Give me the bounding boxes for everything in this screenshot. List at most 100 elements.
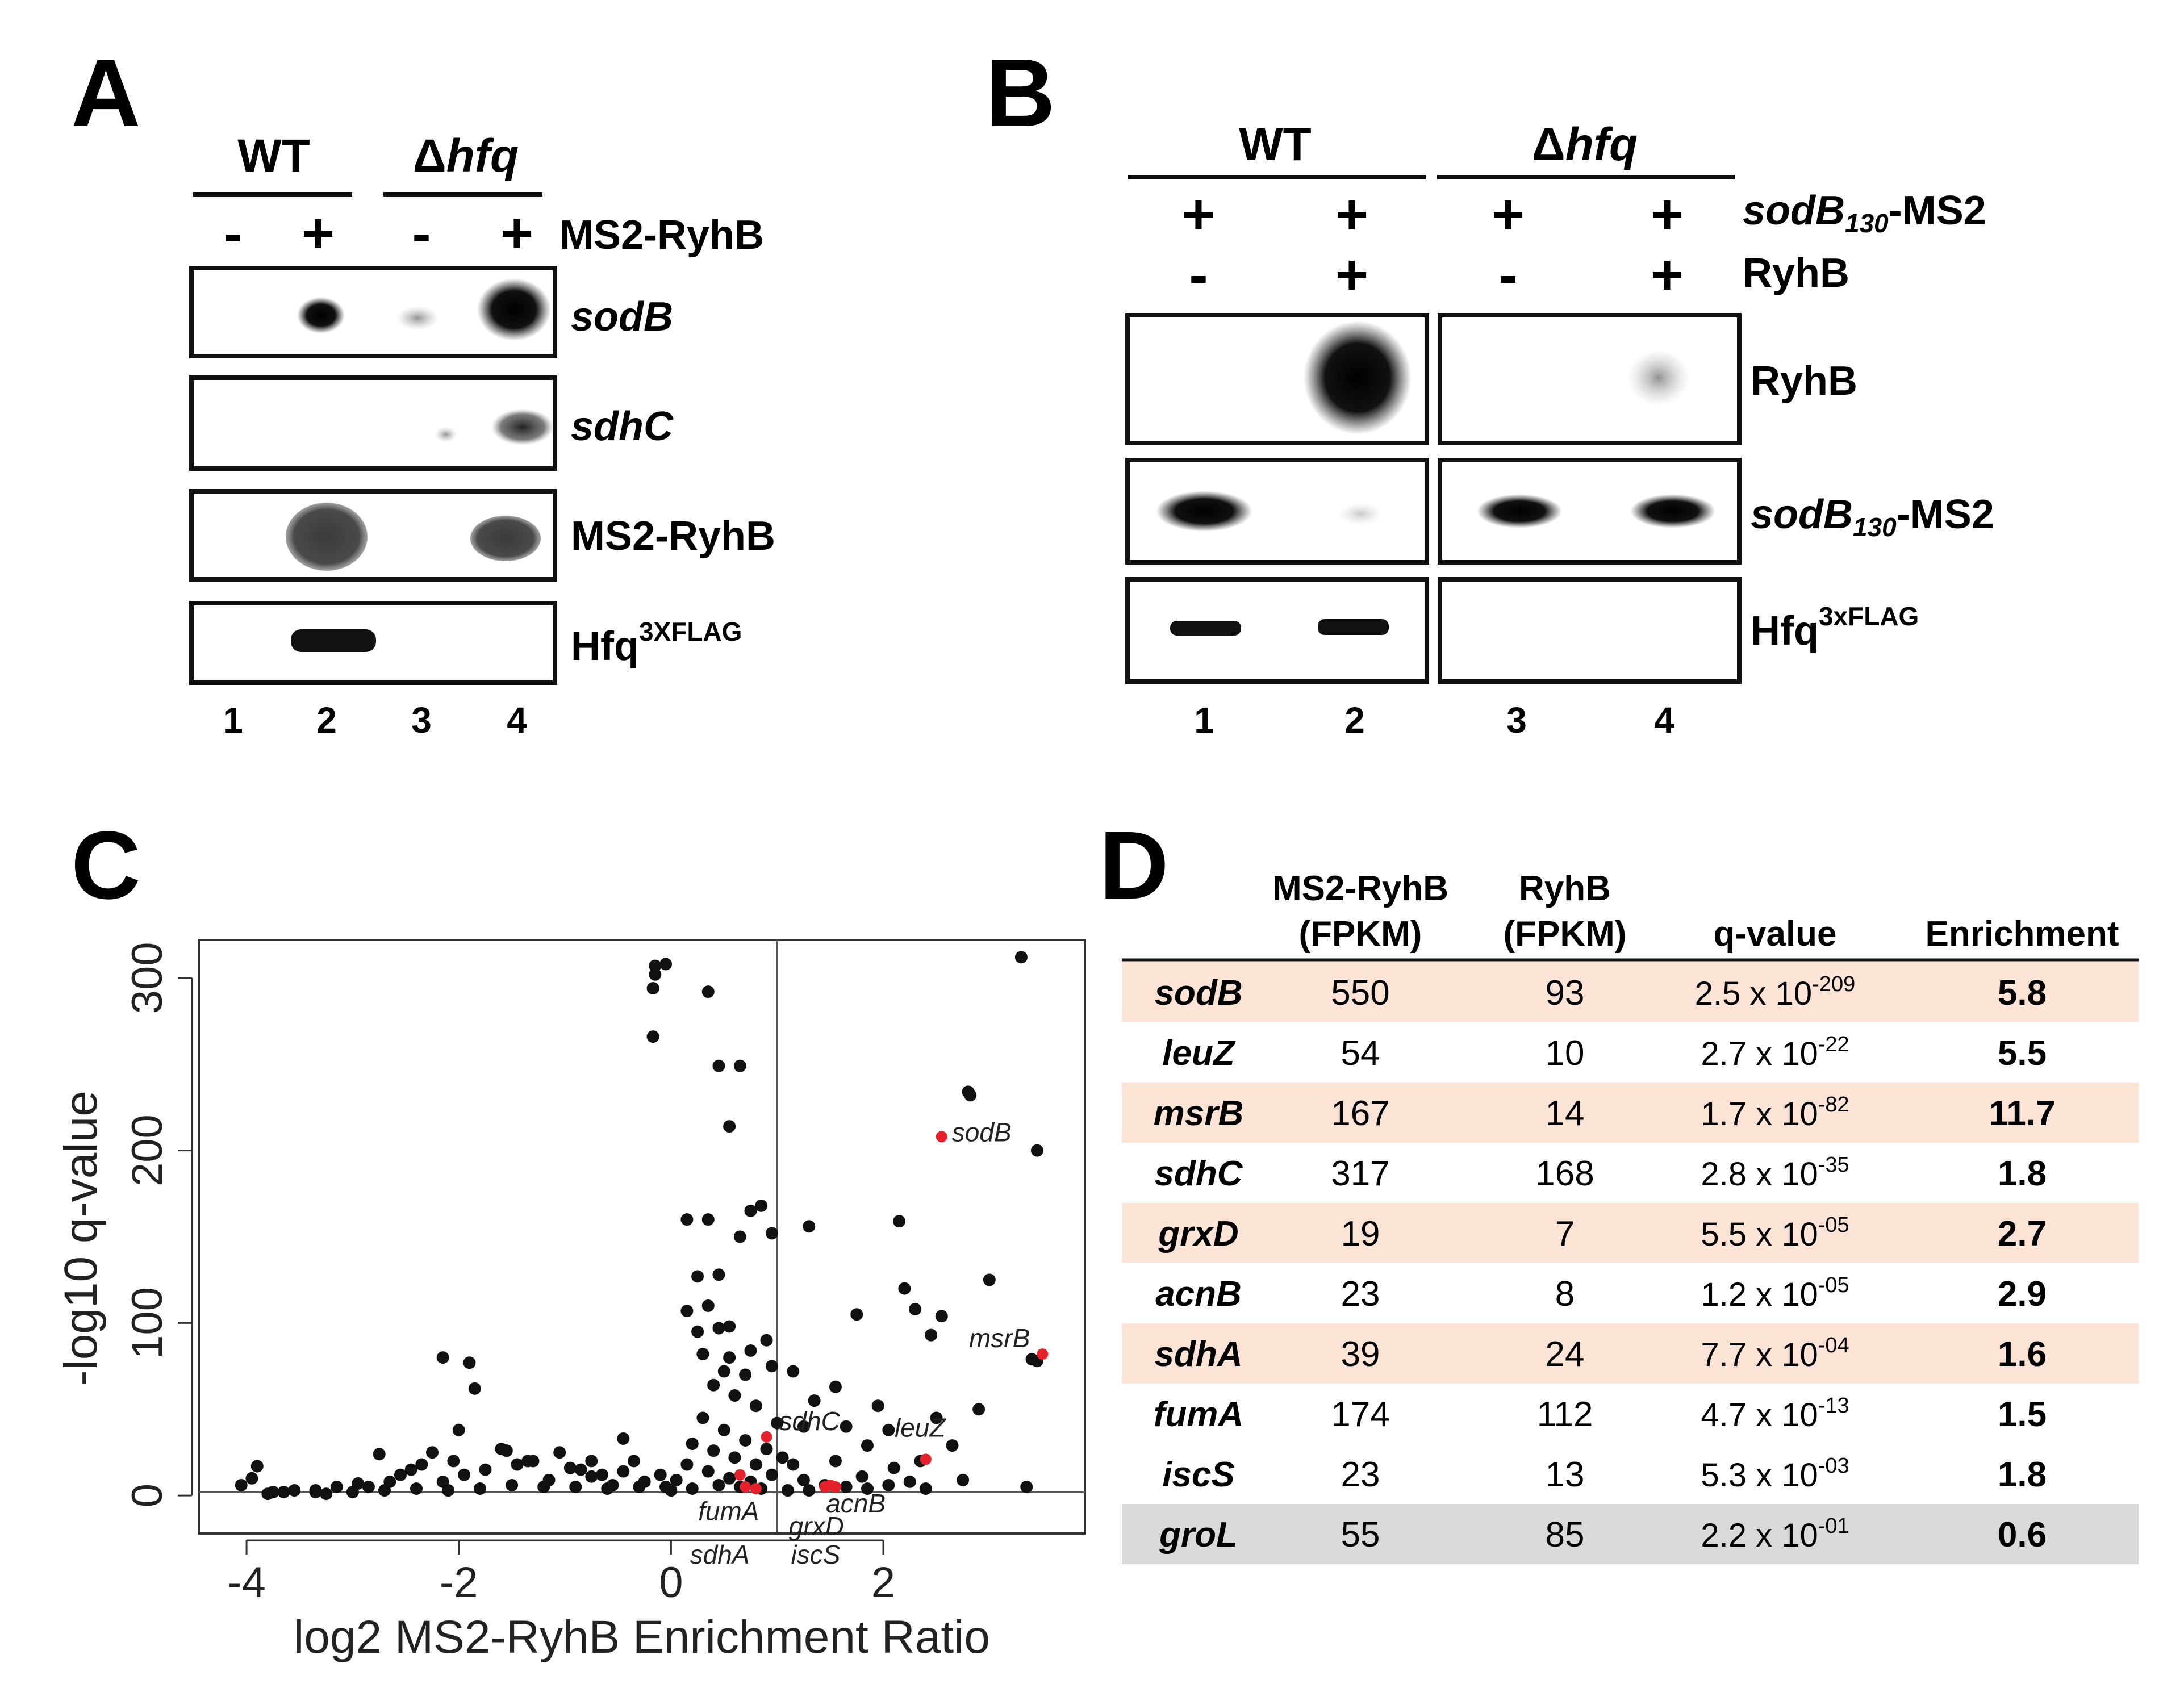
panel-a-blot-label-ms2ryhb: MS2-RyhB <box>571 513 775 559</box>
row-background <box>1122 1444 2139 1504</box>
row-background <box>1122 1263 2139 1323</box>
q-value-cell: 2.8 x 10-35 <box>1701 1153 1849 1193</box>
gene-cell: sdhC <box>1155 1154 1243 1193</box>
data-point <box>717 1423 730 1436</box>
panel-b-lane-numbers: 1 2 3 4 <box>1194 700 1674 741</box>
data-point <box>235 1478 248 1491</box>
q-value-cell: 2.2 x 10-01 <box>1701 1514 1849 1554</box>
panel-a-blot-label-sodb: sodB <box>571 294 673 340</box>
data-point <box>733 1059 746 1072</box>
data-point <box>309 1486 322 1499</box>
ms2-fpkm-cell: 317 <box>1331 1154 1389 1193</box>
panel-a-group-wt: WT <box>237 130 310 182</box>
data-point <box>964 1089 977 1102</box>
target-point <box>1037 1348 1049 1360</box>
data-point <box>882 1478 895 1491</box>
ryhb-fpkm-cell: 10 <box>1546 1034 1585 1073</box>
sign: - <box>1189 243 1208 307</box>
y-tick-label: 300 <box>123 942 172 1014</box>
ms2-fpkm-cell: 19 <box>1341 1214 1380 1253</box>
x-tick-label: 2 <box>871 1558 895 1607</box>
data-point <box>787 1365 800 1378</box>
panel-b-blot-label-ryhb: RyhB <box>1751 358 1857 404</box>
band <box>1338 503 1383 525</box>
table-row: sdhA 39 24 7.7 x 10-04 1.6 <box>1122 1323 2139 1384</box>
data-point <box>765 1360 778 1373</box>
data-point <box>723 1120 736 1133</box>
blot-b-ryhb-dhfq <box>1438 313 1742 445</box>
panel-letter-a: A <box>71 39 141 147</box>
q-value-cell: 7.7 x 10-04 <box>1701 1334 1849 1373</box>
sign: + <box>1651 243 1684 307</box>
sign: + <box>1182 183 1215 246</box>
data-point <box>776 1451 789 1464</box>
ms2-fpkm-cell: 167 <box>1331 1094 1389 1133</box>
data-point <box>946 1439 959 1452</box>
data-point <box>654 1468 667 1481</box>
data-point <box>495 1443 508 1456</box>
data-point <box>739 1368 752 1381</box>
q-value-cell: 1.7 x 10-82 <box>1701 1093 1849 1133</box>
gene-cell: acnB <box>1155 1275 1242 1314</box>
point-label: acnB <box>826 1489 886 1518</box>
data-point <box>1030 1144 1043 1157</box>
y-tick-label: 0 <box>123 1484 172 1507</box>
data-point <box>760 1334 773 1347</box>
data-point <box>627 1455 640 1468</box>
ms2-fpkm-cell: 550 <box>1331 973 1389 1013</box>
target-point <box>734 1469 746 1481</box>
data-point <box>250 1460 264 1473</box>
row-background <box>1122 1323 2139 1384</box>
data-point <box>245 1472 258 1485</box>
data-point <box>701 1213 715 1226</box>
data-point <box>765 1468 778 1481</box>
data-point <box>1020 1480 1033 1493</box>
data-point <box>712 1059 725 1072</box>
data-point <box>829 1455 842 1468</box>
point-label: sdhC <box>779 1406 841 1436</box>
data-point <box>871 1399 884 1413</box>
data-point <box>574 1463 587 1476</box>
column-header: (FPKM) <box>1299 914 1422 954</box>
target-point <box>750 1483 762 1495</box>
q-value-cell: 2.5 x 10-209 <box>1695 972 1855 1012</box>
y-axis-label: -log10 q-value <box>55 1090 107 1386</box>
point-label: leuZ <box>895 1413 946 1442</box>
data-point <box>646 982 659 995</box>
data-point <box>585 1470 598 1483</box>
sign: + <box>1335 243 1368 307</box>
x-tick-label: 0 <box>659 1558 683 1607</box>
data-point <box>649 968 662 981</box>
gene-cell: grxD <box>1158 1214 1238 1253</box>
panel-b-blot-label-sodb: sodB130-MS2 <box>1751 492 1994 542</box>
table-row: grxD 19 7 5.5 x 10-05 2.7 <box>1122 1203 2139 1263</box>
sign: + <box>302 202 335 265</box>
sign: + <box>1335 183 1368 246</box>
volcano-plot: -4 -2 0 2 0 100 200 300 sodB msrB sdhC leuZ acnB fu… <box>55 939 1086 1663</box>
sign: + <box>1492 183 1525 246</box>
data-point <box>712 1268 725 1281</box>
data-point <box>701 1299 715 1313</box>
panel-c: C -4 -2 0 2 0 100 200 300 sodB msrB sdhC leuZ acnB… <box>55 812 1086 1663</box>
lane-number: 4 <box>1654 700 1674 741</box>
data-point <box>898 1282 911 1295</box>
point-label: msrB <box>969 1323 1030 1353</box>
data-point <box>765 1227 778 1240</box>
panel-a: A WT Δhfq - + - + MS2-RyhB sodB sdhC MS2… <box>71 39 775 741</box>
column-header: RyhB <box>1519 869 1611 908</box>
data-point <box>717 1365 730 1378</box>
data-point <box>909 1303 922 1316</box>
data-point <box>829 1380 842 1393</box>
enrichment-cell: 5.8 <box>1998 973 2047 1013</box>
ms2-fpkm-cell: 54 <box>1341 1034 1380 1073</box>
table-row: groL 55 85 2.2 x 10-01 0.6 <box>1122 1504 2139 1564</box>
data-point <box>410 1482 423 1495</box>
band <box>1156 491 1252 532</box>
data-points <box>235 951 1049 1501</box>
q-value-cell: 5.3 x 10-03 <box>1701 1454 1849 1494</box>
q-value-cell: 1.2 x 10-05 <box>1701 1273 1849 1313</box>
data-point <box>680 1458 694 1471</box>
ryhb-fpkm-cell: 85 <box>1546 1515 1585 1555</box>
gene-cell: groL <box>1159 1515 1238 1555</box>
data-point <box>935 1310 948 1323</box>
